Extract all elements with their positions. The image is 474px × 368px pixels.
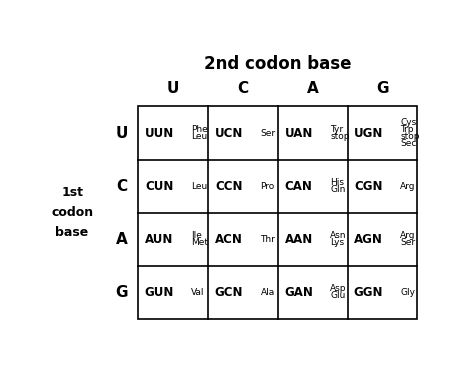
Text: C: C (116, 179, 127, 194)
Text: Leu: Leu (191, 132, 207, 141)
Bar (138, 106, 418, 319)
Text: UCN: UCN (215, 127, 243, 139)
Text: GGN: GGN (354, 286, 383, 299)
Text: Phe: Phe (191, 125, 208, 134)
Text: CAN: CAN (285, 180, 313, 193)
Text: GUN: GUN (145, 286, 174, 299)
Text: U: U (116, 125, 128, 141)
Text: Pro: Pro (261, 182, 275, 191)
Text: AGN: AGN (354, 233, 383, 246)
Text: Ala: Ala (261, 288, 275, 297)
Text: stop: stop (330, 132, 350, 141)
Text: GCN: GCN (215, 286, 243, 299)
Text: Gln: Gln (330, 185, 346, 194)
Text: stop: stop (400, 132, 419, 141)
Text: His: His (330, 178, 344, 187)
Text: Met: Met (191, 238, 208, 247)
Text: Ser: Ser (400, 238, 415, 247)
Text: AUN: AUN (145, 233, 173, 246)
Text: A: A (116, 232, 128, 247)
Text: Arg: Arg (400, 182, 416, 191)
Text: A: A (307, 81, 319, 96)
Text: Asn: Asn (330, 231, 347, 240)
Text: Ser: Ser (261, 128, 276, 138)
Text: UUN: UUN (145, 127, 174, 139)
Text: G: G (116, 285, 128, 300)
Text: Tyr: Tyr (330, 125, 344, 134)
Text: C: C (237, 81, 248, 96)
Text: Gly: Gly (400, 288, 415, 297)
Text: Val: Val (191, 288, 204, 297)
Text: Glu: Glu (330, 291, 346, 301)
Text: CGN: CGN (354, 180, 383, 193)
Text: UAN: UAN (284, 127, 313, 139)
Text: Cys: Cys (400, 118, 416, 127)
Text: UGN: UGN (354, 127, 383, 139)
Text: AAN: AAN (285, 233, 313, 246)
Text: GAN: GAN (284, 286, 313, 299)
Text: Ile: Ile (191, 231, 201, 240)
Text: Thr: Thr (261, 235, 275, 244)
Text: 1st: 1st (61, 187, 83, 199)
Text: Leu: Leu (191, 182, 207, 191)
Text: ACN: ACN (215, 233, 243, 246)
Text: Trp: Trp (400, 125, 414, 134)
Text: U: U (167, 81, 179, 96)
Text: CCN: CCN (215, 180, 243, 193)
Text: 2nd codon base: 2nd codon base (204, 56, 352, 74)
Text: codon: codon (51, 206, 93, 219)
Text: CUN: CUN (145, 180, 173, 193)
Text: Asp: Asp (330, 284, 347, 293)
Text: Sec: Sec (400, 139, 417, 148)
Text: G: G (376, 81, 389, 96)
Text: base: base (55, 226, 89, 239)
Text: Lys: Lys (330, 238, 345, 247)
Text: Arg: Arg (400, 231, 416, 240)
